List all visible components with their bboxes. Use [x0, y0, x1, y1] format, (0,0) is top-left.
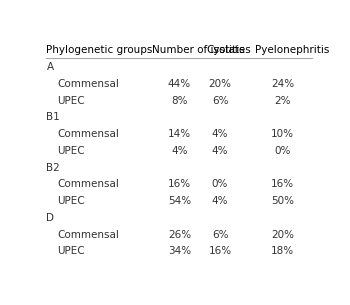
Text: 26%: 26% — [168, 230, 191, 240]
Text: 2%: 2% — [274, 95, 291, 106]
Text: 16%: 16% — [209, 246, 232, 256]
Text: Commensal: Commensal — [57, 179, 119, 189]
Text: Number of isolates: Number of isolates — [152, 45, 251, 55]
Text: 20%: 20% — [209, 79, 232, 89]
Text: Commensal: Commensal — [57, 129, 119, 139]
Text: 4%: 4% — [212, 196, 228, 206]
Text: 4%: 4% — [212, 146, 228, 156]
Text: 16%: 16% — [168, 179, 191, 189]
Text: Commensal: Commensal — [57, 79, 119, 89]
Text: 50%: 50% — [271, 196, 294, 206]
Text: 6%: 6% — [212, 230, 228, 240]
Text: 4%: 4% — [212, 129, 228, 139]
Text: 8%: 8% — [171, 95, 188, 106]
Text: 44%: 44% — [168, 79, 191, 89]
Text: UPEC: UPEC — [57, 196, 85, 206]
Text: UPEC: UPEC — [57, 146, 85, 156]
Text: 16%: 16% — [271, 179, 294, 189]
Text: 10%: 10% — [271, 129, 294, 139]
Text: Pyelonephritis: Pyelonephritis — [256, 45, 330, 55]
Text: 34%: 34% — [168, 246, 191, 256]
Text: 20%: 20% — [271, 230, 294, 240]
Text: 24%: 24% — [271, 79, 294, 89]
Text: A: A — [47, 62, 54, 72]
Text: UPEC: UPEC — [57, 95, 85, 106]
Text: D: D — [47, 213, 55, 223]
Text: Cystitis: Cystitis — [206, 45, 245, 55]
Text: UPEC: UPEC — [57, 246, 85, 256]
Text: 14%: 14% — [168, 129, 191, 139]
Text: B1: B1 — [47, 112, 60, 122]
Text: 0%: 0% — [212, 179, 228, 189]
Text: 0%: 0% — [274, 146, 290, 156]
Text: 4%: 4% — [171, 146, 188, 156]
Text: 18%: 18% — [271, 246, 294, 256]
Text: 54%: 54% — [168, 196, 191, 206]
Text: B2: B2 — [47, 163, 60, 173]
Text: 6%: 6% — [212, 95, 228, 106]
Text: Commensal: Commensal — [57, 230, 119, 240]
Text: Phylogenetic groups: Phylogenetic groups — [47, 45, 153, 55]
